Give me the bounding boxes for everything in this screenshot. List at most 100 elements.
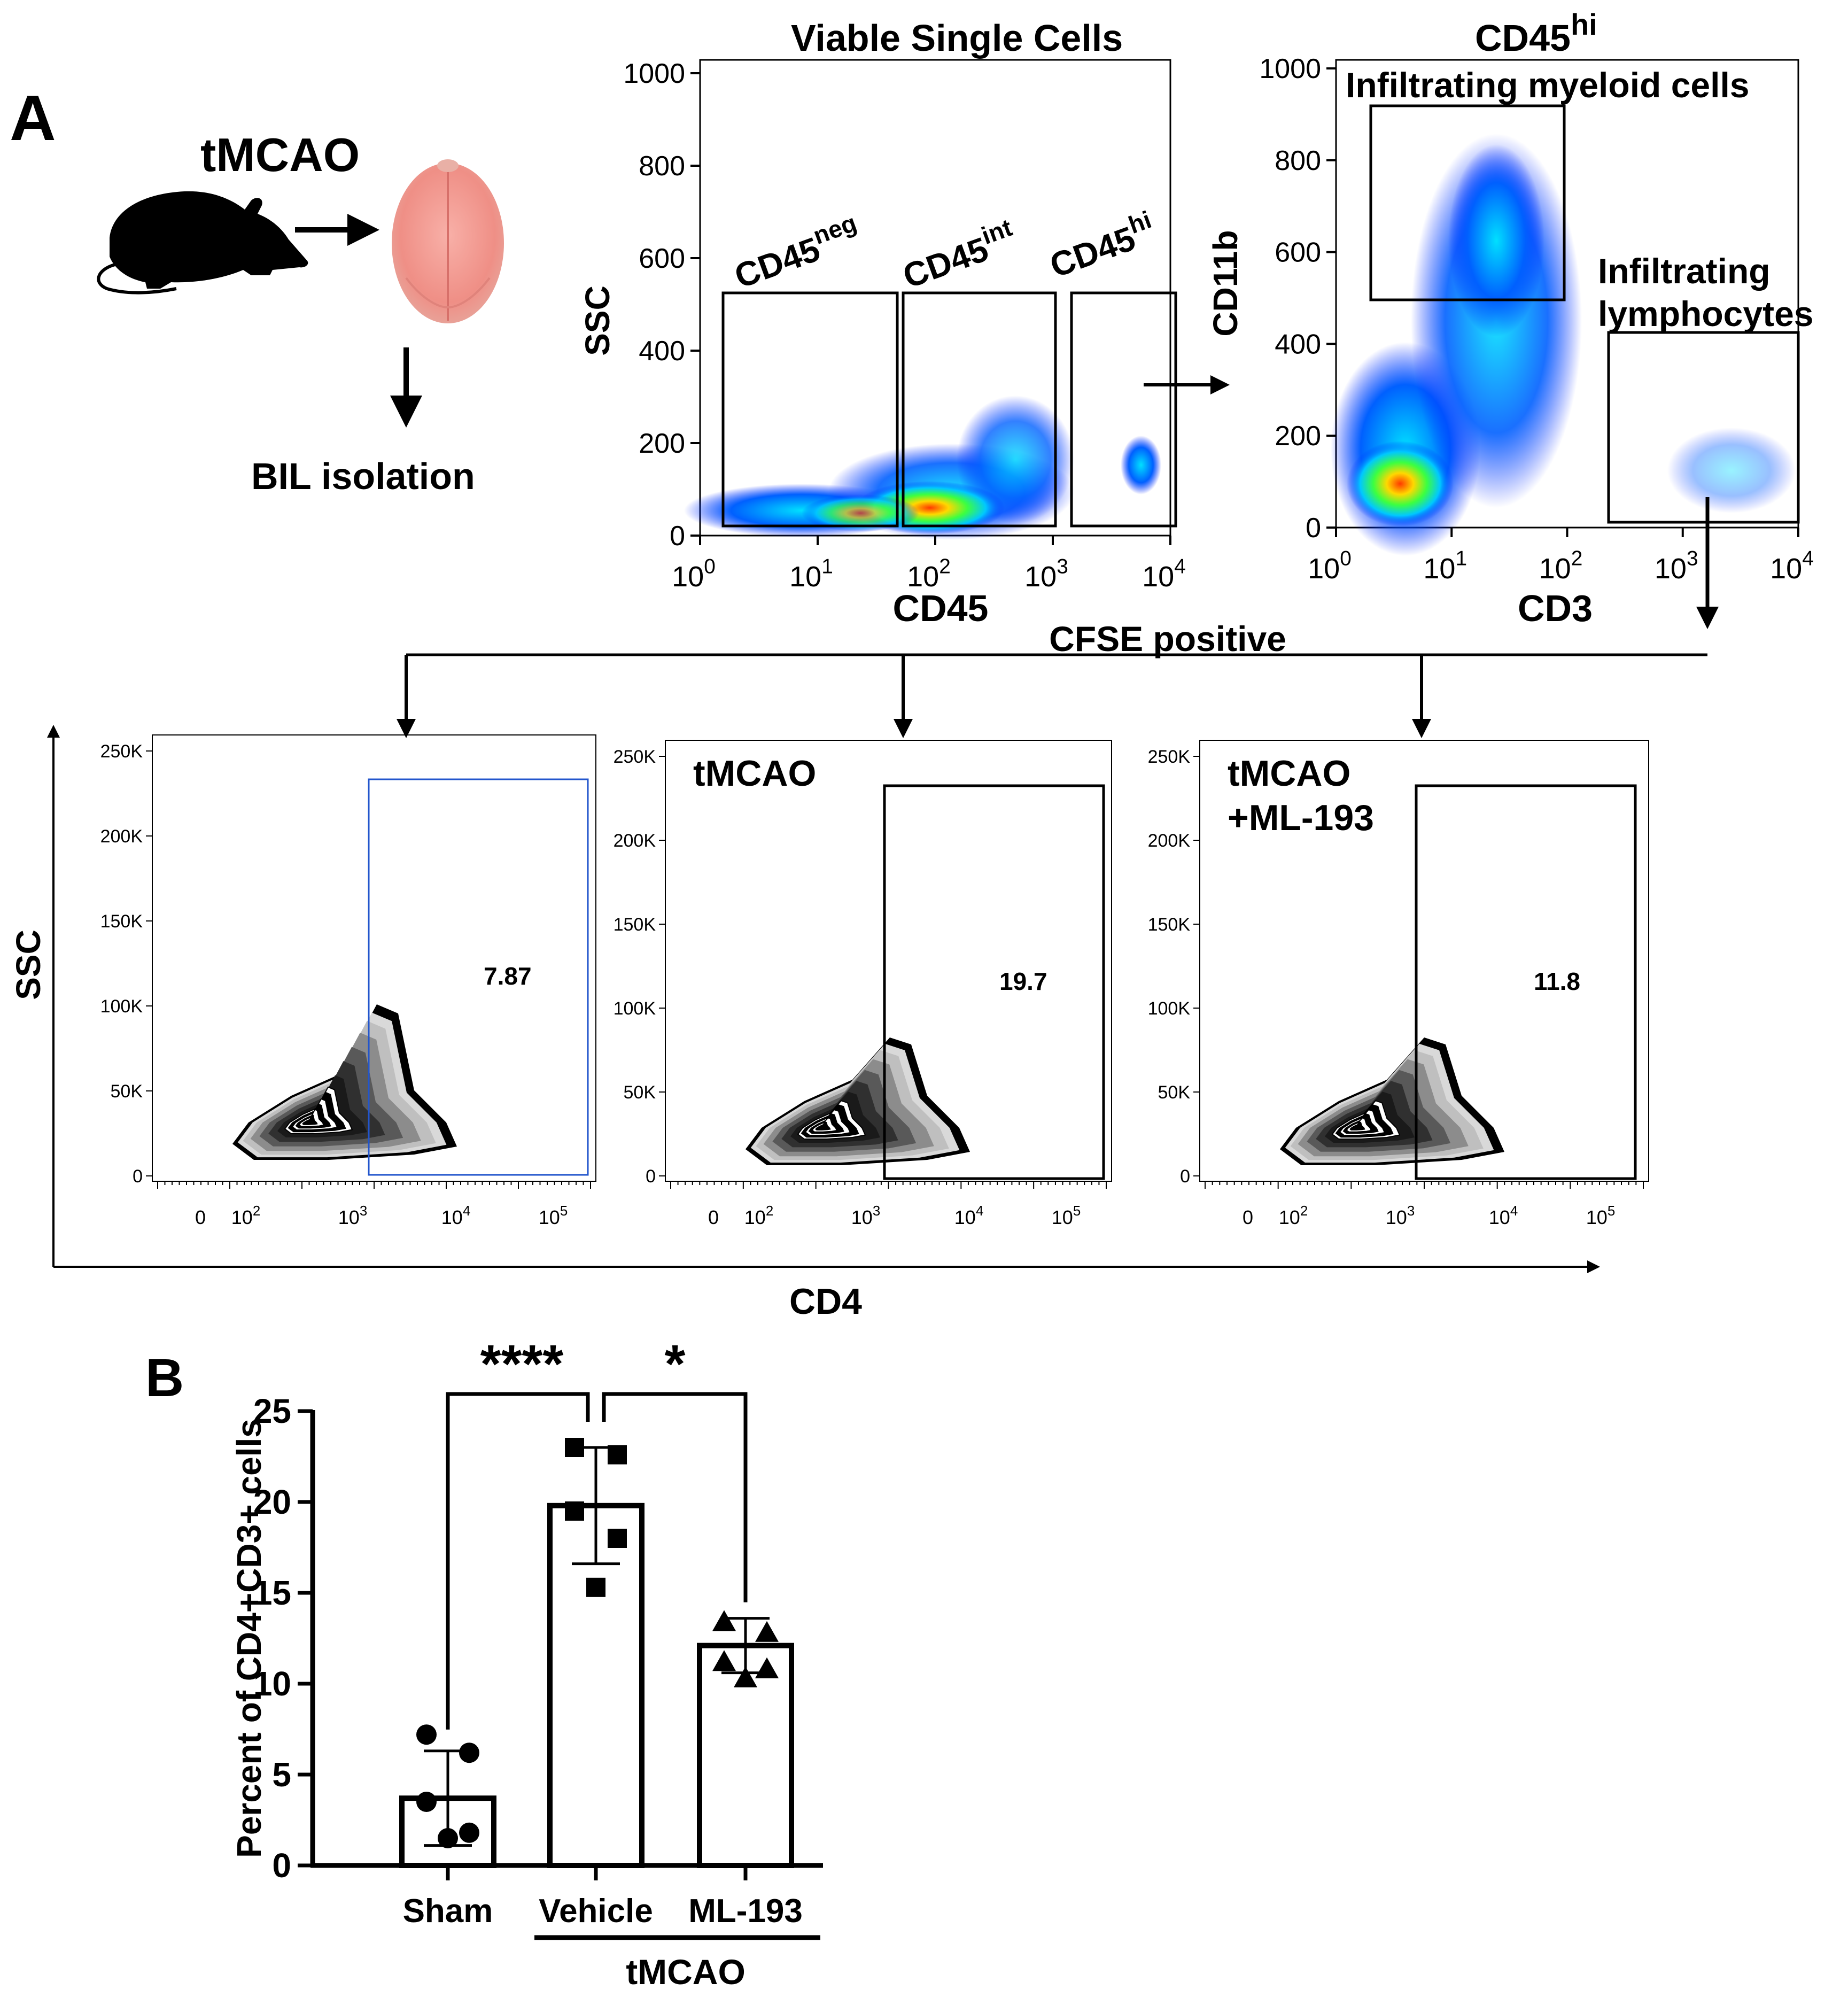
- plot2-title: CD45hi: [1475, 7, 1597, 59]
- x-tick-label: 104: [441, 1204, 470, 1228]
- y-tick-label: 250K: [1148, 747, 1191, 767]
- data-point: [755, 1621, 779, 1642]
- y-axis-label: Percent of CD4+CD3+ cells: [230, 1419, 268, 1858]
- x-tick-label: 102: [1279, 1204, 1308, 1228]
- y-tick-label: 0: [1180, 1166, 1190, 1187]
- brain-icon: [392, 159, 504, 323]
- x-tick-label: 103: [1386, 1204, 1415, 1228]
- gate-percent-label: 11.8: [1534, 967, 1580, 995]
- gate-cd45int: [902, 291, 1057, 528]
- y-tick-label: 800: [1275, 145, 1321, 176]
- plot1-gates: [721, 291, 1177, 528]
- cd4-gate: [883, 784, 1105, 1180]
- data-point: [734, 1666, 757, 1687]
- y-tick-label: 50K: [1158, 1082, 1191, 1103]
- data-point: [712, 1610, 736, 1631]
- y-tick-label: 20: [253, 1483, 291, 1521]
- significance-bracket: [602, 1392, 748, 1602]
- data-point: [416, 1792, 437, 1812]
- x-tick-label: 105: [1052, 1204, 1081, 1228]
- plot1-title: Viable Single Cells: [791, 17, 1123, 59]
- x-tick-label: Vehicle: [539, 1893, 653, 1930]
- y-tick-label: 0: [1306, 513, 1321, 544]
- y-tick-label: 0: [670, 521, 685, 552]
- x-tick-label: 105: [1586, 1204, 1615, 1228]
- x-tick-label: 102: [1539, 547, 1583, 585]
- y-tick-label: 25: [253, 1392, 291, 1430]
- plot2-ylabel: CD11b: [1206, 230, 1245, 336]
- procedure-label: tMCAO: [200, 128, 360, 181]
- gate-label-cd45neg: CD45neg: [727, 208, 866, 296]
- data-point: [608, 1445, 627, 1465]
- data-point: [712, 1650, 736, 1671]
- gate-label-cd45int: CD45int: [896, 213, 1021, 296]
- plot2-density: [1331, 134, 1796, 556]
- x-tick-label: 0: [708, 1206, 719, 1228]
- x-tick-label: 102: [231, 1204, 260, 1228]
- x-tick-label: 100: [1308, 547, 1352, 585]
- x-tick-label: 105: [539, 1204, 568, 1228]
- y-tick-label: 800: [639, 151, 685, 182]
- x-tick-label: 0: [195, 1206, 206, 1228]
- x-tick-label: 103: [1655, 547, 1698, 585]
- x-tick-label: 102: [907, 555, 951, 593]
- y-tick-label: 0: [272, 1846, 291, 1885]
- data-point: [608, 1529, 627, 1548]
- x-tick-label: 104: [1142, 555, 1186, 593]
- contour-plot: 11.8 tMCAO+ML-193 0 50K 100K 150K 200K 250K 0 102…: [1148, 740, 1649, 1228]
- y-tick-label: 600: [1275, 237, 1321, 268]
- y-tick-label: 0: [646, 1166, 656, 1187]
- gate-lymphocytes: [1607, 331, 1800, 524]
- x-tick-label: 103: [1024, 555, 1068, 593]
- y-tick-label: 200K: [100, 826, 143, 847]
- mouse-icon: [97, 191, 308, 295]
- gate-label-lymph-1: Infiltrating: [1598, 251, 1771, 291]
- y-tick-label: 15: [253, 1574, 291, 1612]
- plot1-density: [684, 396, 1161, 540]
- data-point: [416, 1724, 437, 1745]
- gate-cd45hi: [1070, 291, 1177, 528]
- y-tick-label: 100K: [100, 996, 143, 1017]
- plot1-xticks: 100 101 102 103 104: [672, 536, 1186, 593]
- cd4-gate: [368, 778, 589, 1176]
- y-tick-label: 200: [1275, 421, 1321, 452]
- panel-a-label: A: [10, 82, 56, 154]
- significance-label: ****: [480, 1334, 564, 1394]
- plot2-xlabel: CD3: [1518, 587, 1593, 629]
- gate-percent-label: 7.87: [484, 962, 532, 990]
- y-tick-label: 0: [133, 1166, 143, 1187]
- significance-bracket: [446, 1392, 590, 1730]
- x-tick-label: 103: [338, 1204, 367, 1228]
- significance-label: *: [665, 1334, 686, 1394]
- plot1-yticks: 0 200 400 600 800 1000: [623, 58, 700, 552]
- data-point: [459, 1822, 479, 1843]
- contour-plot-label: tMCAO: [1228, 753, 1350, 794]
- y-tick-label: 200: [639, 428, 685, 459]
- x-tick-label: 104: [954, 1204, 983, 1228]
- y-tick-label: 5: [272, 1755, 291, 1794]
- contour-level: [1349, 1121, 1365, 1130]
- x-tick-label: 100: [672, 555, 716, 593]
- x-tick-label: 101: [789, 555, 833, 593]
- x-tick-label: 0: [1243, 1206, 1253, 1228]
- x-tick-label: 102: [744, 1204, 773, 1228]
- gate-percent-label: 19.7: [999, 967, 1047, 995]
- contour-plot-label-2: +ML-193: [1228, 797, 1374, 838]
- y-tick-label: 1000: [623, 58, 685, 89]
- gating-connector: [397, 497, 1719, 738]
- panel-b-label: B: [145, 1348, 184, 1408]
- y-tick-label: 50K: [624, 1082, 656, 1103]
- group-label: tMCAO: [626, 1952, 746, 1992]
- y-tick-label: 100K: [614, 998, 656, 1019]
- gate-label-cd45hi: CD45hi: [1043, 205, 1161, 285]
- contour-level: [302, 1114, 318, 1125]
- cfse-label: CFSE positive: [1049, 619, 1286, 659]
- plot1-xlabel: CD45: [893, 587, 989, 629]
- gate-label-lymph-2: lymphocytes: [1598, 294, 1813, 334]
- y-tick-label: 50K: [111, 1081, 143, 1102]
- y-tick-label: 150K: [100, 911, 143, 932]
- data-point: [459, 1743, 479, 1763]
- y-tick-label: 600: [639, 243, 685, 274]
